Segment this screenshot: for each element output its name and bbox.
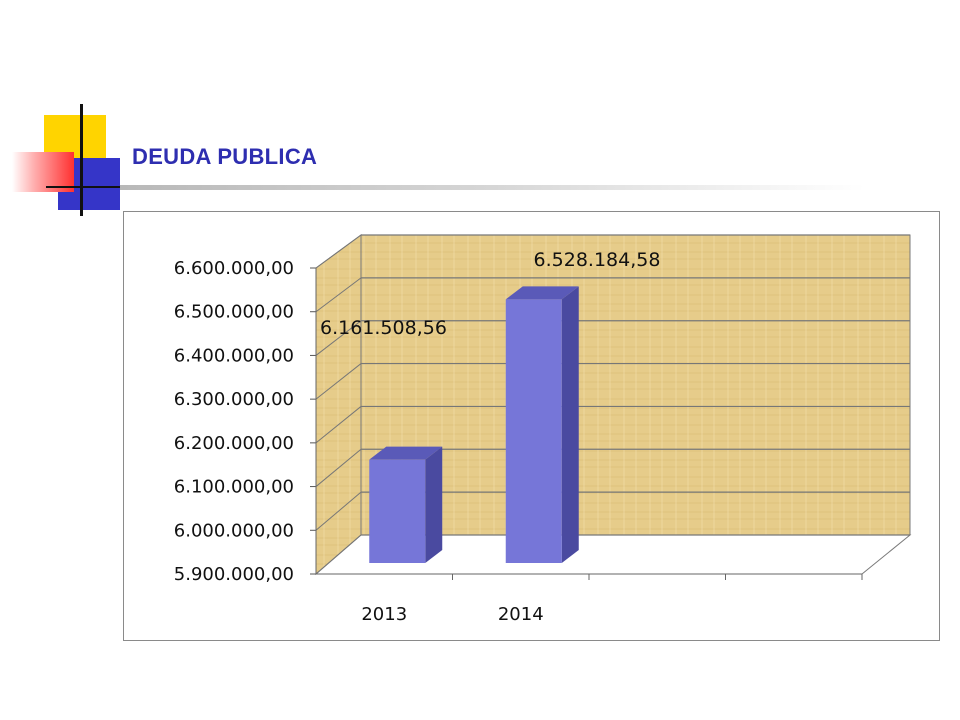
data-label: 6.528.184,58 bbox=[534, 249, 661, 271]
y-tick-label: 6.200.000,00 bbox=[174, 433, 294, 454]
gridline-side bbox=[315, 277, 362, 313]
bar-2013 bbox=[369, 446, 443, 563]
bar-top bbox=[505, 286, 579, 300]
chart-labels: 5.900.000,00 6.000.000,00 6.100.000,00 6.20… bbox=[174, 249, 661, 625]
bar-top bbox=[369, 446, 443, 460]
chart-axes bbox=[315, 268, 863, 580]
y-tick-label: 6.500.000,00 bbox=[174, 302, 294, 323]
y-tick-label: 6.600.000,00 bbox=[174, 258, 294, 279]
slide-title: DEUDA PUBLICA bbox=[132, 144, 318, 169]
gridline-side bbox=[315, 491, 362, 531]
y-tick-label: 5.900.000,00 bbox=[174, 564, 294, 585]
y-tick-label: 6.000.000,00 bbox=[174, 520, 294, 541]
gridline-side bbox=[315, 534, 362, 575]
gridline-side bbox=[315, 234, 362, 269]
gridline-side bbox=[315, 320, 362, 356]
side-wall bbox=[315, 234, 362, 576]
decor-vertical-line bbox=[80, 104, 83, 216]
title-underline bbox=[120, 185, 865, 190]
bar-2014 bbox=[505, 286, 579, 563]
decor-horizontal-line bbox=[46, 186, 128, 188]
gridline-side bbox=[315, 406, 362, 444]
bar-side bbox=[561, 286, 579, 563]
x-tick-label: 2014 bbox=[498, 604, 544, 625]
gridline-side bbox=[315, 448, 362, 487]
y-tick-label: 6.100.000,00 bbox=[174, 477, 294, 498]
bar-front bbox=[505, 299, 562, 563]
y-tick-label: 6.300.000,00 bbox=[174, 389, 294, 410]
y-tick-label: 6.400.000,00 bbox=[174, 345, 294, 366]
bar-side bbox=[425, 446, 443, 563]
decor-red-gradient-bar bbox=[12, 152, 74, 192]
bar-front bbox=[369, 459, 426, 563]
x-tick-label: 2013 bbox=[361, 604, 407, 625]
data-label: 6.161.508,56 bbox=[320, 317, 447, 339]
gridline-side bbox=[315, 363, 362, 400]
chart-bars bbox=[369, 286, 579, 563]
chart-gridlines bbox=[310, 234, 910, 575]
bar-chart: 5.900.000,00 6.000.000,00 6.100.000,00 6.20… bbox=[174, 234, 912, 625]
back-wall bbox=[360, 234, 911, 536]
